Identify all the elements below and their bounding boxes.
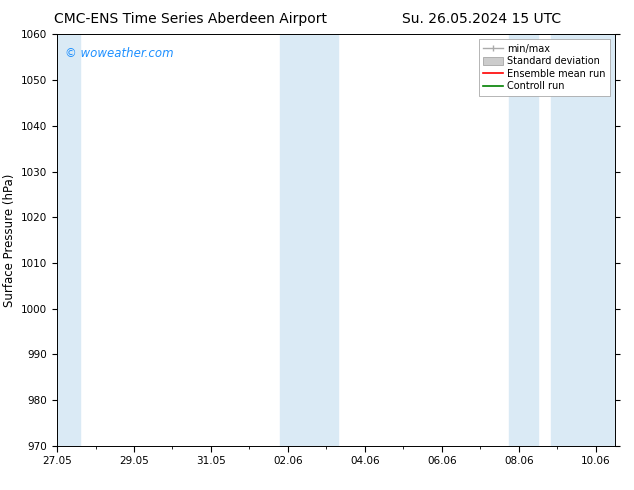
Bar — [552, 34, 615, 446]
Bar — [57, 34, 80, 446]
Text: Su. 26.05.2024 15 UTC: Su. 26.05.2024 15 UTC — [403, 12, 561, 26]
Legend: min/max, Standard deviation, Ensemble mean run, Controll run: min/max, Standard deviation, Ensemble me… — [479, 39, 610, 96]
Bar — [280, 34, 338, 446]
Bar — [509, 34, 538, 446]
Text: © woweather.com: © woweather.com — [65, 47, 174, 60]
Text: CMC-ENS Time Series Aberdeen Airport: CMC-ENS Time Series Aberdeen Airport — [54, 12, 327, 26]
Y-axis label: Surface Pressure (hPa): Surface Pressure (hPa) — [3, 173, 15, 307]
